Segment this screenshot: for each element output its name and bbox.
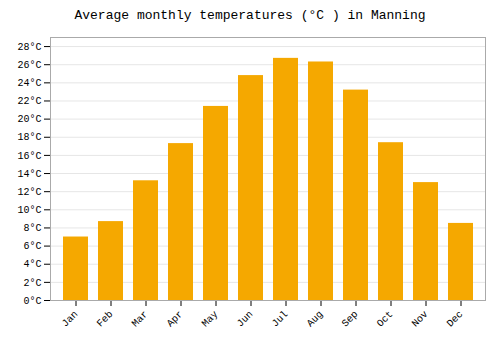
- svg-text:26°C: 26°C: [17, 60, 41, 71]
- svg-text:Sep: Sep: [340, 309, 361, 330]
- svg-text:Jul: Jul: [270, 309, 291, 330]
- svg-text:10°C: 10°C: [17, 205, 41, 216]
- svg-text:Mar: Mar: [130, 309, 151, 330]
- svg-text:8°C: 8°C: [23, 223, 41, 234]
- svg-text:Aug: Aug: [305, 309, 326, 330]
- svg-text:2°C: 2°C: [23, 278, 41, 289]
- svg-text:28°C: 28°C: [17, 42, 41, 53]
- svg-text:Apr: Apr: [165, 309, 186, 330]
- svg-text:6°C: 6°C: [23, 241, 41, 252]
- svg-text:Dec: Dec: [445, 309, 466, 330]
- svg-text:14°C: 14°C: [17, 169, 41, 180]
- svg-text:22°C: 22°C: [17, 96, 41, 107]
- svg-text:24°C: 24°C: [17, 78, 41, 89]
- svg-text:20°C: 20°C: [17, 114, 41, 125]
- svg-text:Feb: Feb: [95, 309, 116, 330]
- svg-text:Nov: Nov: [410, 309, 431, 330]
- svg-text:18°C: 18°C: [17, 132, 41, 143]
- svg-text:12°C: 12°C: [17, 187, 41, 198]
- html-text:Average monthly temperatures (: Average monthly temperatures (°C ) in Ma…: [74, 8, 426, 23]
- svg-text:May: May: [200, 309, 221, 330]
- svg-text:0°C: 0°C: [23, 296, 41, 307]
- svg-text:Jan: Jan: [60, 309, 81, 330]
- svg-text:Oct: Oct: [375, 309, 396, 330]
- svg-text:4°C: 4°C: [23, 259, 41, 270]
- svg-text:16°C: 16°C: [17, 151, 41, 162]
- svg-text:Jun: Jun: [235, 309, 256, 330]
